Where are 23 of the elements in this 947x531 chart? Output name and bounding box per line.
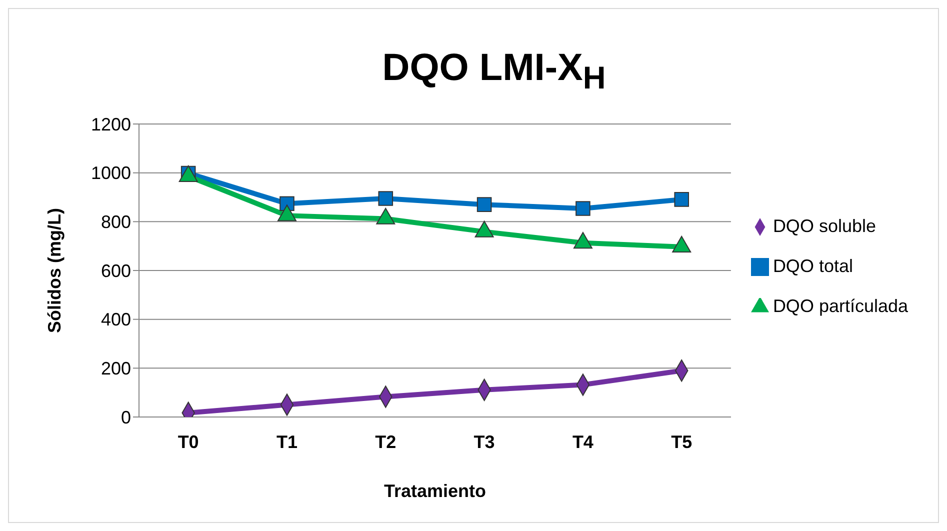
legend-label: DQO total (772, 256, 853, 276)
x-axis-title: Tratamiento (384, 481, 486, 501)
x-tick-label: T2 (375, 432, 396, 452)
x-tick-label: T1 (276, 432, 298, 452)
point (576, 201, 590, 216)
legend-label: DQO partículada (772, 296, 908, 316)
y-tick-label: 0 (120, 407, 131, 428)
y-tick-label: 1200 (90, 114, 131, 134)
point (476, 197, 492, 212)
x-tick-label: T4 (572, 432, 594, 452)
x-tick-label: T0 (178, 432, 199, 452)
y-tick-label: 600 (100, 260, 131, 281)
chart-title: DQO LMI-X$_{H}$ (381, 47, 607, 97)
y-tick-label: 400 (100, 310, 131, 330)
legend-label: DQO soluble (772, 216, 876, 236)
y-axis-title: Sólidos (mg/L) (44, 208, 64, 333)
y-tick-label: 200 (100, 358, 131, 379)
x-tick-label: T3 (474, 432, 495, 452)
y-tick-label: 800 (100, 212, 131, 232)
x-tick-label: T5 (671, 432, 692, 452)
point (674, 192, 689, 207)
y-tick-label: 1000 (90, 163, 131, 184)
point (378, 191, 394, 206)
